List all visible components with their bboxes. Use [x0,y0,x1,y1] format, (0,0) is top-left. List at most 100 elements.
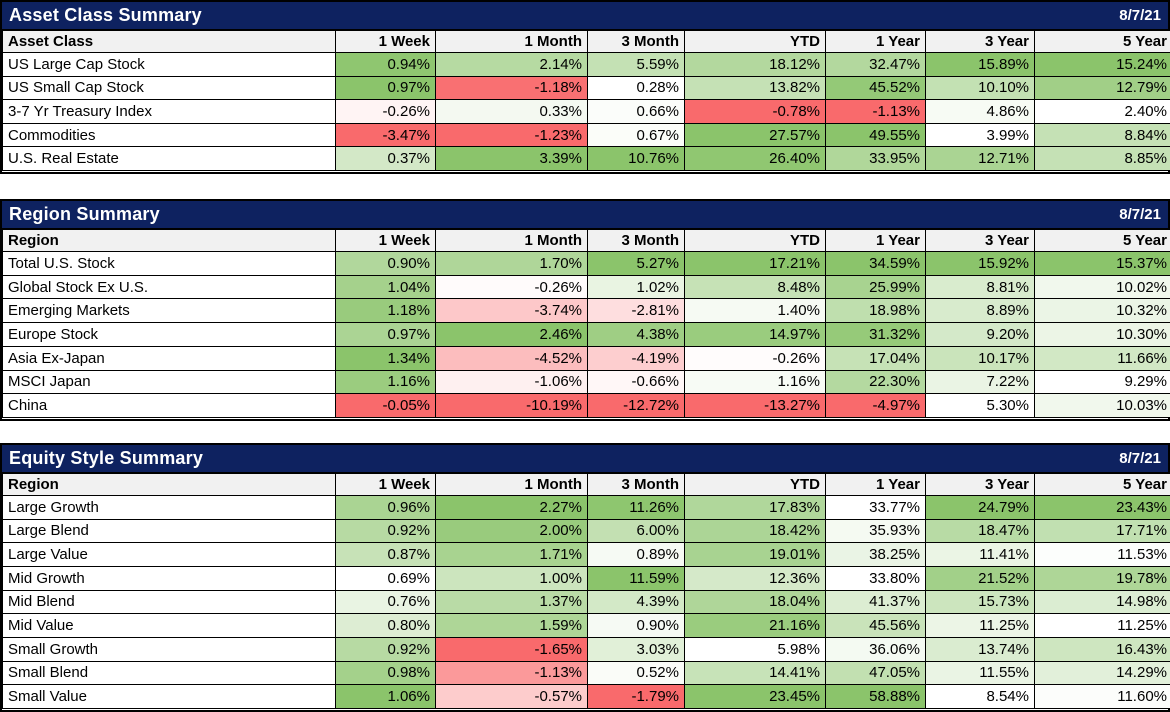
value-cell: 9.29% [1034,369,1170,395]
row-label-cell: Total U.S. Stock [2,251,336,276]
value-cell: 11.53% [1034,542,1170,567]
equity-style-summary-section: Equity Style Summary 8/7/21 Region 1 Week… [0,443,1170,712]
value-cell: 16.43% [1034,636,1170,662]
value-cell: 1.18% [335,298,436,324]
value-cell: -1.79% [587,684,685,709]
table-row: Large Value 0.87% 1.71% 0.89% 19.01% 38.25% 11… [2,542,1170,567]
row-label-cell: 3-7 Yr Treasury Index [2,99,336,124]
table-row: U.S. Real Estate 0.37% 3.39% 10.76% 26.40% 33… [2,146,1170,171]
value-cell: 10.02% [1034,274,1170,300]
value-cell: 11.25% [1034,613,1170,638]
period-column-header: 3 Year [925,30,1035,53]
value-cell: -0.66% [587,369,685,395]
value-cell: 1.37% [435,589,588,615]
value-cell: 7.22% [925,369,1035,395]
section-title-bar: Equity Style Summary 8/7/21 [2,445,1168,473]
value-cell: 0.37% [335,146,436,171]
row-label-cell: MSCI Japan [2,369,336,395]
row-label-cell: U.S. Real Estate [2,146,336,171]
value-cell: -1.06% [435,369,588,395]
row-label-cell: Mid Value [2,613,336,638]
table-row: Mid Value 0.80% 1.59% 0.90% 21.16% 45.56% 11.2… [2,613,1170,638]
value-cell: 0.28% [587,75,685,101]
value-cell: 4.39% [587,589,685,615]
value-cell: 23.43% [1034,495,1170,520]
value-cell: 1.71% [435,542,588,567]
value-cell: -4.97% [825,393,926,418]
value-cell: 18.98% [825,298,926,324]
value-cell: 11.55% [925,660,1035,686]
value-cell: 15.92% [925,251,1035,276]
value-cell: 2.46% [435,322,588,347]
table-row: Small Growth 0.92% -1.65% 3.03% 5.98% 36.06% 1… [2,636,1170,662]
table-row: Large Blend 0.92% 2.00% 6.00% 18.42% 35.93% 18… [2,518,1170,544]
value-cell: -12.72% [587,393,685,418]
row-header-label: Region [2,473,336,496]
value-cell: 12.36% [684,565,826,591]
value-cell: 3.99% [925,122,1035,148]
row-label-cell: Large Blend [2,518,336,544]
row-label-cell: US Large Cap Stock [2,52,336,77]
value-cell: 8.48% [684,274,826,300]
value-cell: 33.95% [825,146,926,171]
asset-class-table: Asset Class 1 Week 1 Month 3 Month YTD 1 Year… [2,30,1170,171]
value-cell: 34.59% [825,251,926,276]
value-cell: 45.52% [825,75,926,101]
value-cell: 10.10% [925,75,1035,101]
value-cell: 5.59% [587,52,685,77]
table-row: Mid Blend 0.76% 1.37% 4.39% 18.04% 41.37% 15.7… [2,589,1170,615]
column-header-row: Asset Class 1 Week 1 Month 3 Month YTD 1 Year… [2,30,1170,53]
value-cell: 0.92% [335,518,436,544]
period-column-header: YTD [684,30,826,53]
value-cell: 15.24% [1034,52,1170,77]
value-cell: 11.25% [925,613,1035,638]
table-row: Small Value 1.06% -0.57% -1.79% 23.45% 58.88%… [2,684,1170,709]
section-title: Asset Class Summary [9,5,202,25]
value-cell: 1.00% [435,565,588,591]
value-cell: 18.12% [684,52,826,77]
value-cell: 0.67% [587,122,685,148]
asset-class-summary-section: Asset Class Summary 8/7/21 Asset Class 1 … [0,0,1170,174]
value-cell: 0.92% [335,636,436,662]
value-cell: 3.03% [587,636,685,662]
row-label-cell: Large Value [2,542,336,567]
table-row: Global Stock Ex U.S. 1.04% -0.26% 1.02% 8.48… [2,274,1170,300]
value-cell: 17.04% [825,345,926,371]
period-column-header: YTD [684,229,826,252]
value-cell: 23.45% [684,684,826,709]
value-cell: 1.04% [335,274,436,300]
value-cell: 10.30% [1034,322,1170,347]
value-cell: 0.90% [335,251,436,276]
value-cell: 11.60% [1034,684,1170,709]
value-cell: 0.97% [335,75,436,101]
value-cell: 5.98% [684,636,826,662]
row-label-cell: Small Blend [2,660,336,686]
row-label-cell: China [2,393,336,418]
table-row: Small Blend 0.98% -1.13% 0.52% 14.41% 47.05% 1… [2,660,1170,686]
value-cell: -1.18% [435,75,588,101]
value-cell: 0.69% [335,565,436,591]
value-cell: 1.59% [435,613,588,638]
value-cell: 0.33% [435,99,588,124]
region-summary-section: Region Summary 8/7/21 Region 1 Week 1 Mont… [0,199,1170,421]
value-cell: -0.26% [335,99,436,124]
table-row: US Large Cap Stock 0.94% 2.14% 5.59% 18.12% 3… [2,52,1170,77]
value-cell: 8.84% [1034,122,1170,148]
value-cell: 0.97% [335,322,436,347]
section-title-bar: Asset Class Summary 8/7/21 [2,2,1168,30]
value-cell: 14.41% [684,660,826,686]
value-cell: 21.52% [925,565,1035,591]
section-title: Region Summary [9,204,160,224]
column-header-row: Region 1 Week 1 Month 3 Month YTD 1 Year 3 Yea… [2,229,1170,252]
value-cell: 14.29% [1034,660,1170,686]
value-cell: 8.81% [925,274,1035,300]
value-cell: -13.27% [684,393,826,418]
value-cell: 24.79% [925,495,1035,520]
section-title-bar: Region Summary 8/7/21 [2,201,1168,229]
period-column-header: 1 Week [335,229,436,252]
row-label-cell: Global Stock Ex U.S. [2,274,336,300]
period-column-header: 1 Month [435,229,588,252]
value-cell: 2.27% [435,495,588,520]
value-cell: -0.57% [435,684,588,709]
